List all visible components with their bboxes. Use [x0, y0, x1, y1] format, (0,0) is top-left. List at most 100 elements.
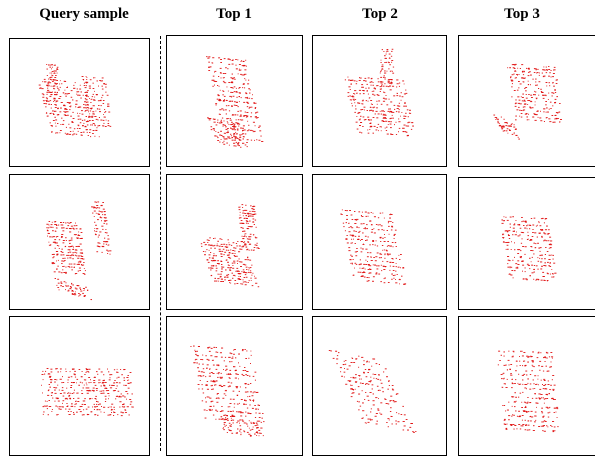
- point: [389, 269, 391, 271]
- point: [244, 144, 247, 146]
- point: [538, 365, 540, 367]
- point: [57, 107, 59, 109]
- point: [537, 375, 539, 377]
- point: [551, 397, 554, 399]
- point: [96, 205, 99, 206]
- point: [226, 132, 228, 134]
- point: [531, 364, 533, 366]
- point: [538, 74, 540, 76]
- point: [531, 397, 534, 399]
- point: [237, 114, 239, 116]
- point: [519, 109, 521, 111]
- point: [522, 391, 524, 393]
- point: [530, 218, 533, 219]
- point: [506, 231, 509, 233]
- point: [53, 97, 55, 99]
- point: [512, 234, 514, 236]
- point: [96, 406, 98, 407]
- point: [398, 121, 401, 123]
- point: [87, 289, 89, 291]
- point: [366, 228, 368, 230]
- point: [248, 420, 250, 422]
- point: [56, 245, 59, 246]
- point: [245, 266, 248, 268]
- point: [104, 241, 106, 243]
- point: [76, 252, 78, 254]
- point: [396, 105, 399, 107]
- point: [76, 392, 78, 394]
- point: [519, 256, 521, 258]
- point: [76, 263, 79, 265]
- point: [75, 222, 76, 224]
- point: [374, 244, 376, 246]
- point: [509, 267, 511, 269]
- point: [221, 406, 223, 407]
- point: [365, 100, 367, 102]
- point: [45, 112, 48, 114]
- point: [544, 356, 546, 358]
- point: [67, 376, 70, 378]
- point: [219, 376, 221, 378]
- point: [227, 374, 230, 375]
- point: [380, 62, 382, 63]
- point: [89, 116, 92, 118]
- point: [546, 352, 548, 354]
- point: [534, 119, 537, 121]
- point: [350, 388, 353, 390]
- point: [347, 380, 350, 382]
- point: [251, 274, 253, 276]
- point: [215, 255, 217, 257]
- point: [237, 420, 239, 422]
- point: [246, 116, 248, 118]
- point: [543, 415, 545, 417]
- point: [242, 238, 245, 240]
- point: [71, 122, 74, 123]
- point: [221, 418, 224, 420]
- point: [496, 117, 498, 119]
- point: [338, 352, 340, 354]
- point: [44, 405, 47, 407]
- point: [80, 294, 82, 296]
- point: [195, 353, 197, 355]
- point: [113, 382, 115, 384]
- point: [247, 221, 249, 223]
- point: [54, 116, 56, 118]
- point: [63, 114, 66, 116]
- point: [239, 138, 241, 140]
- point: [510, 77, 511, 79]
- point: [239, 136, 242, 138]
- point: [82, 264, 85, 266]
- point: [506, 122, 508, 124]
- point: [236, 432, 238, 433]
- point: [97, 201, 100, 203]
- point-cloud-plot: [190, 345, 265, 437]
- point: [73, 263, 76, 265]
- point: [510, 76, 512, 78]
- point: [63, 111, 65, 112]
- point: [546, 69, 548, 71]
- point: [78, 106, 81, 108]
- point: [539, 250, 541, 252]
- point: [560, 119, 562, 120]
- point: [255, 432, 258, 433]
- point: [124, 409, 126, 411]
- point: [105, 398, 107, 400]
- point: [364, 211, 366, 213]
- point: [552, 430, 554, 431]
- point: [520, 231, 523, 233]
- point: [354, 211, 356, 212]
- point: [52, 392, 53, 393]
- point: [355, 108, 357, 110]
- point: [405, 419, 408, 420]
- point: [395, 134, 398, 135]
- point: [552, 82, 554, 84]
- point: [93, 99, 96, 101]
- point: [67, 249, 70, 251]
- point: [543, 357, 545, 359]
- point: [239, 365, 241, 367]
- point: [201, 384, 203, 386]
- point: [86, 109, 89, 111]
- point: [129, 372, 132, 373]
- point: [533, 253, 535, 255]
- point: [61, 387, 64, 389]
